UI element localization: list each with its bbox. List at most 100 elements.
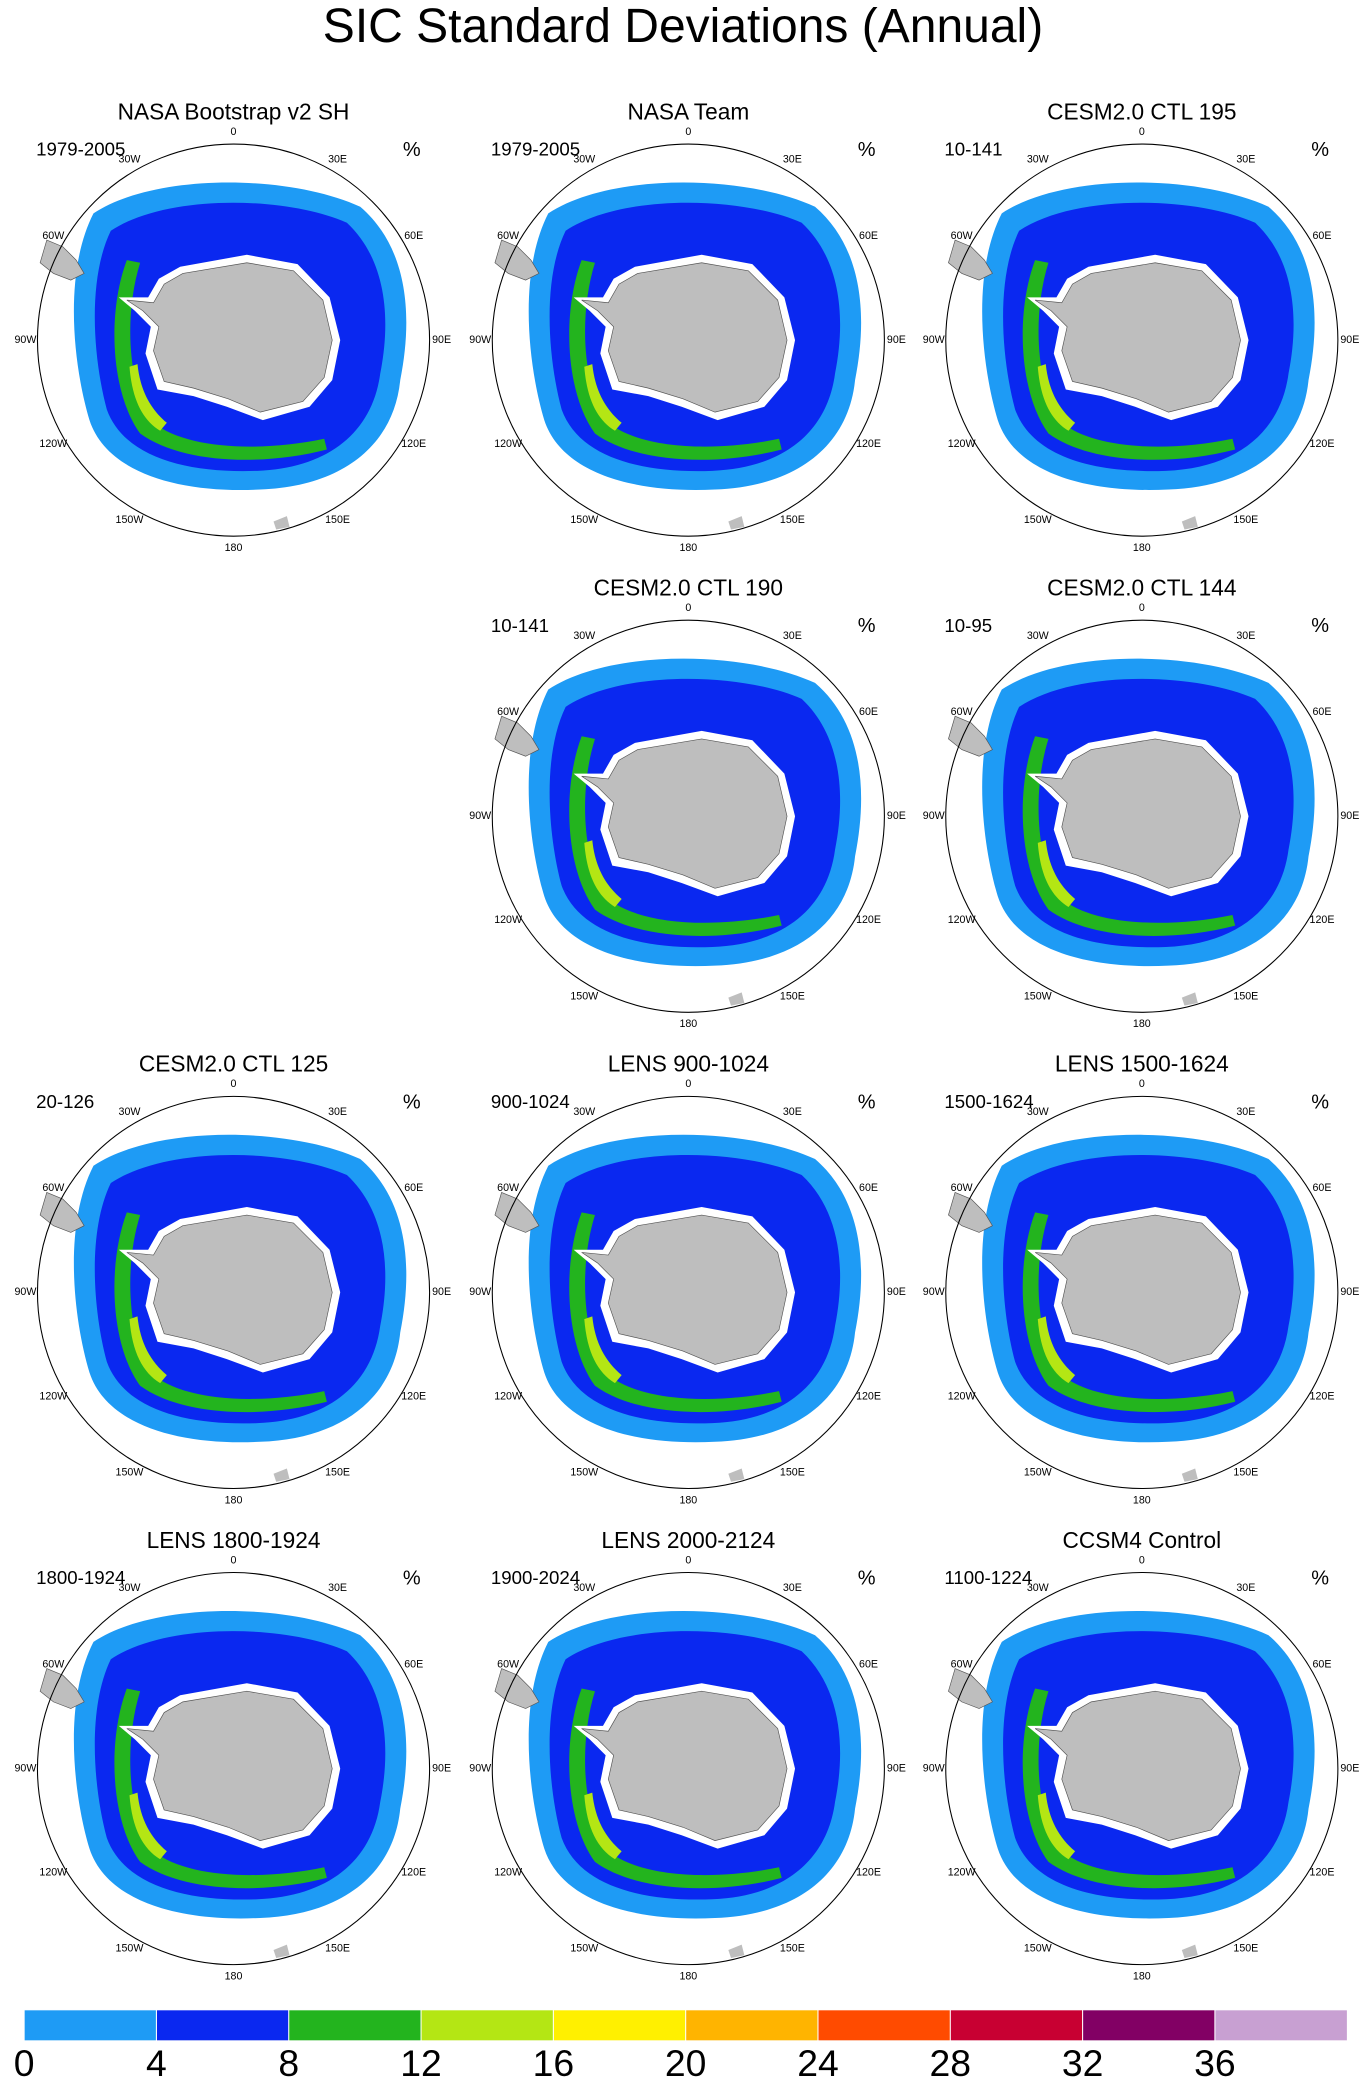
map-boundary <box>36 143 431 537</box>
longitude-label: 90W <box>923 810 946 822</box>
colorbar-segment <box>421 2009 554 2041</box>
sea-ice-field <box>947 181 1316 531</box>
longitude-label: 120E <box>856 438 881 450</box>
longitude-label: 90E <box>887 1762 906 1774</box>
longitude-label: 60E <box>1313 706 1332 718</box>
longitude-label: 60E <box>404 1182 423 1194</box>
colorbar-segment <box>553 2009 686 2041</box>
longitude-label: 90E <box>432 1762 451 1774</box>
longitude-label: 30W <box>1027 630 1050 642</box>
longitude-label: 120E <box>1310 438 1335 450</box>
longitude-label: 60W <box>42 230 65 242</box>
longitude-label: 150W <box>116 1466 145 1478</box>
panel-title: NASA Bootstrap v2 SH <box>118 98 350 124</box>
longitude-label: 120E <box>401 438 426 450</box>
panel-unit: % <box>1311 615 1329 637</box>
longitude-label: 60W <box>42 1658 65 1670</box>
longitude-label: 150E <box>780 1466 805 1478</box>
longitude-label: 90W <box>923 334 946 346</box>
longitude-label: 120W <box>39 438 68 450</box>
panel-unit: % <box>1311 1091 1329 1113</box>
longitude-label: 90E <box>1340 810 1359 822</box>
panel-title: LENS 900-1024 <box>608 1051 769 1077</box>
panel-unit: % <box>1311 1567 1329 1589</box>
longitude-label: 180 <box>679 1494 697 1506</box>
longitude-label: 90W <box>923 1762 946 1774</box>
longitude-label: 150E <box>780 514 805 526</box>
longitude-label: 0 <box>1139 602 1145 614</box>
panel-title: CESM2.0 CTL 195 <box>1047 98 1236 124</box>
longitude-label: 0 <box>685 126 691 138</box>
map-boundary <box>491 1095 885 1490</box>
longitude-label: 90W <box>14 1762 37 1774</box>
longitude-label: 150E <box>1233 1466 1258 1478</box>
map-boundary <box>945 619 1339 1013</box>
map-boundary <box>945 1095 1339 1490</box>
map-boundary <box>945 143 1339 537</box>
map-panel: CCSM4 Control 1100-1224 % 0 30E 60E 90E 120E 150… <box>923 1527 1360 1983</box>
longitude-label: 180 <box>225 542 243 554</box>
colorbar-label: 36 <box>1194 2042 1236 2082</box>
sea-ice-field <box>494 1134 862 1483</box>
longitude-label: 120E <box>401 1390 426 1402</box>
longitude-label: 180 <box>679 1970 697 1982</box>
longitude-label: 30W <box>573 154 596 166</box>
panel-period: 20-126 <box>36 1091 94 1112</box>
panel-title: LENS 1800-1924 <box>147 1527 321 1553</box>
longitude-label: 150W <box>1024 514 1053 526</box>
longitude-label: 180 <box>679 542 697 554</box>
longitude-label: 60W <box>497 230 520 242</box>
map-panel: NASA Team 1979-2005 % 0 30E 60E 90E 120E 150E 180… <box>469 98 906 554</box>
longitude-label: 90W <box>14 334 37 346</box>
longitude-label: 150E <box>325 1466 350 1478</box>
longitude-label: 0 <box>685 1078 691 1090</box>
map-panel: CESM2.0 CTL 195 10-141 % 0 30E 60E 90E 120E 150E… <box>923 98 1360 554</box>
longitude-label: 60W <box>497 706 520 718</box>
longitude-label: 150E <box>1233 990 1258 1002</box>
colorbar-segment <box>1214 2009 1348 2041</box>
sea-ice-field <box>494 657 862 1007</box>
colorbar-label: 12 <box>400 2042 442 2082</box>
panel-unit: % <box>1311 139 1329 161</box>
map-panel: CESM2.0 CTL 144 10-95 % 0 30E 60E 90E 120E 150E 1… <box>923 575 1360 1031</box>
panel-period: 1900-2024 <box>491 1567 580 1588</box>
longitude-label: 150E <box>1233 1943 1258 1955</box>
longitude-label: 90E <box>1340 334 1359 346</box>
longitude-label: 150W <box>1024 1466 1053 1478</box>
colorbar-segment <box>288 2009 422 2041</box>
colorbar-segment <box>950 2009 1083 2041</box>
longitude-label: 60E <box>1313 230 1332 242</box>
longitude-label: 90E <box>432 1286 451 1298</box>
longitude-label: 120E <box>1310 1866 1335 1878</box>
map-panel: CESM2.0 CTL 190 10-141 % 0 30E 60E 90E 120E 150E… <box>469 575 906 1031</box>
longitude-label: 0 <box>1139 1554 1145 1566</box>
longitude-label: 60W <box>497 1658 520 1670</box>
panel-title: LENS 2000-2124 <box>601 1527 775 1553</box>
longitude-label: 180 <box>1133 1018 1151 1030</box>
sea-ice-field <box>39 181 407 531</box>
longitude-label: 60E <box>859 1182 878 1194</box>
longitude-label: 150E <box>325 514 350 526</box>
colorbar-segment <box>156 2009 289 2041</box>
longitude-label: 120W <box>39 1866 68 1878</box>
longitude-label: 150W <box>570 1943 599 1955</box>
longitude-label: 120W <box>948 438 977 450</box>
colorbar-label: 16 <box>533 2042 575 2082</box>
longitude-label: 0 <box>231 1554 237 1566</box>
panel-title: CCSM4 Control <box>1062 1527 1221 1553</box>
map-boundary <box>491 143 885 537</box>
colorbar-label: 24 <box>797 2042 839 2082</box>
sea-ice-field <box>947 1134 1316 1483</box>
colorbar-label: 28 <box>930 2042 972 2082</box>
longitude-label: 30W <box>1027 1582 1050 1594</box>
longitude-label: 90E <box>432 334 451 346</box>
map-panel: LENS 1800-1924 1800-1924 % 0 30E 60E 90E 120E 15… <box>14 1527 451 1983</box>
longitude-label: 90E <box>1340 1286 1359 1298</box>
panel-title: CESM2.0 CTL 144 <box>1047 575 1236 601</box>
colorbar-segment <box>685 2009 818 2041</box>
longitude-label: 150W <box>116 1943 145 1955</box>
longitude-label: 150E <box>780 990 805 1002</box>
map-boundary <box>945 1571 1339 1966</box>
longitude-label: 60E <box>404 1658 423 1670</box>
